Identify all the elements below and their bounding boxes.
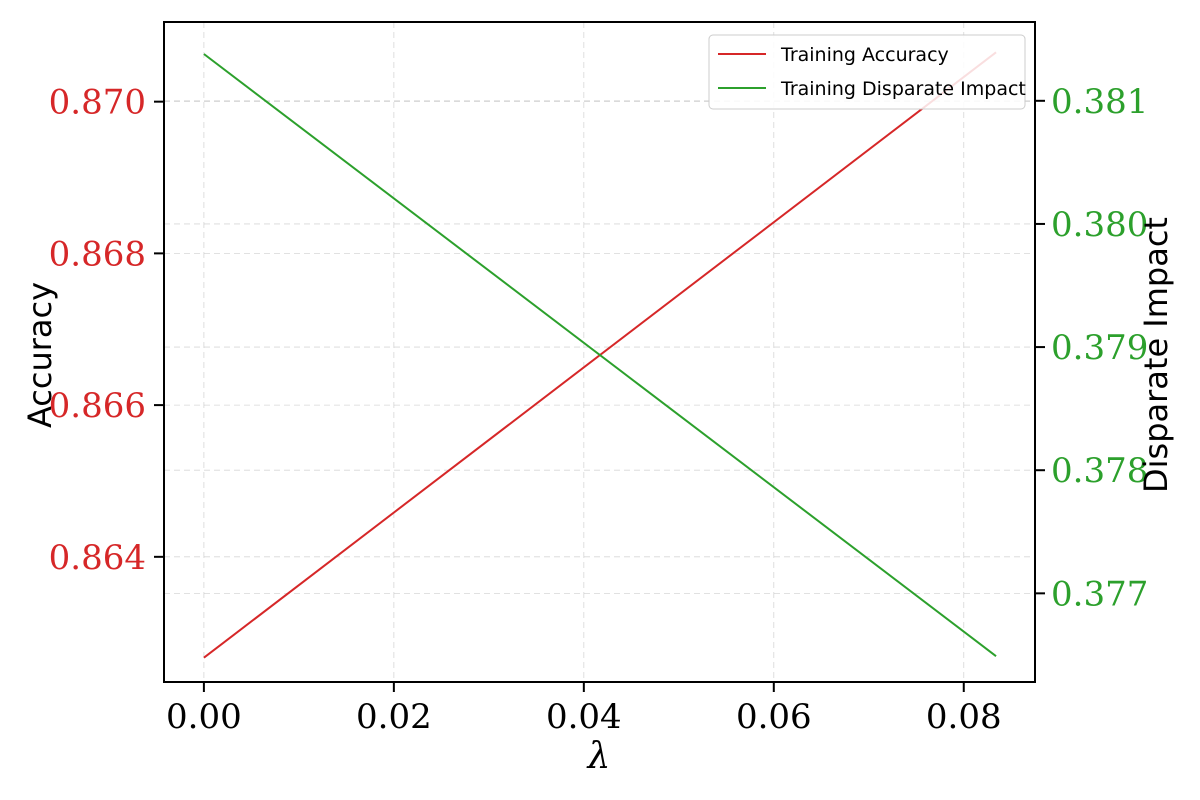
x-tick-label: 0.00 [166,697,242,737]
y-axis-label-left: Accuracy [21,282,59,428]
x-tick-label: 0.08 [926,697,1002,737]
x-tick-label: 0.04 [546,697,622,737]
y-tick-label-right: 0.380 [1051,205,1148,245]
legend-label-training-accuracy: Training Accuracy [780,44,949,66]
series-layer [203,51,997,659]
y-axis-label-right: Disparate Impact [1137,217,1175,493]
tick-layer: 0.00 0.02 0.04 0.06 0.08 0.864 0.866 0.868 0.870… [49,82,1149,737]
y-tick-label-right: 0.381 [1051,82,1148,122]
y-tick-label-right: 0.377 [1051,574,1148,614]
grid [164,22,1035,682]
x-axis-label: λ [586,736,611,777]
legend-label-training-disparate-impact: Training Disparate Impact [780,78,1026,100]
legend: Training Accuracy Training Disparate Imp… [708,34,1026,110]
y-tick-label-left: 0.864 [49,538,146,578]
x-tick-label: 0.02 [356,697,432,737]
y-tick-label-right: 0.379 [1051,328,1148,368]
y-tick-label-left: 0.866 [49,386,146,426]
x-tick-label: 0.06 [736,697,812,737]
y-tick-label-right: 0.378 [1051,451,1148,491]
plot-frame [163,21,1036,683]
y-tick-label-left: 0.870 [49,83,146,123]
series-line-training-disparate-impact [203,53,997,657]
y-tick-label-left: 0.868 [49,234,146,274]
legend-box [708,34,1026,110]
